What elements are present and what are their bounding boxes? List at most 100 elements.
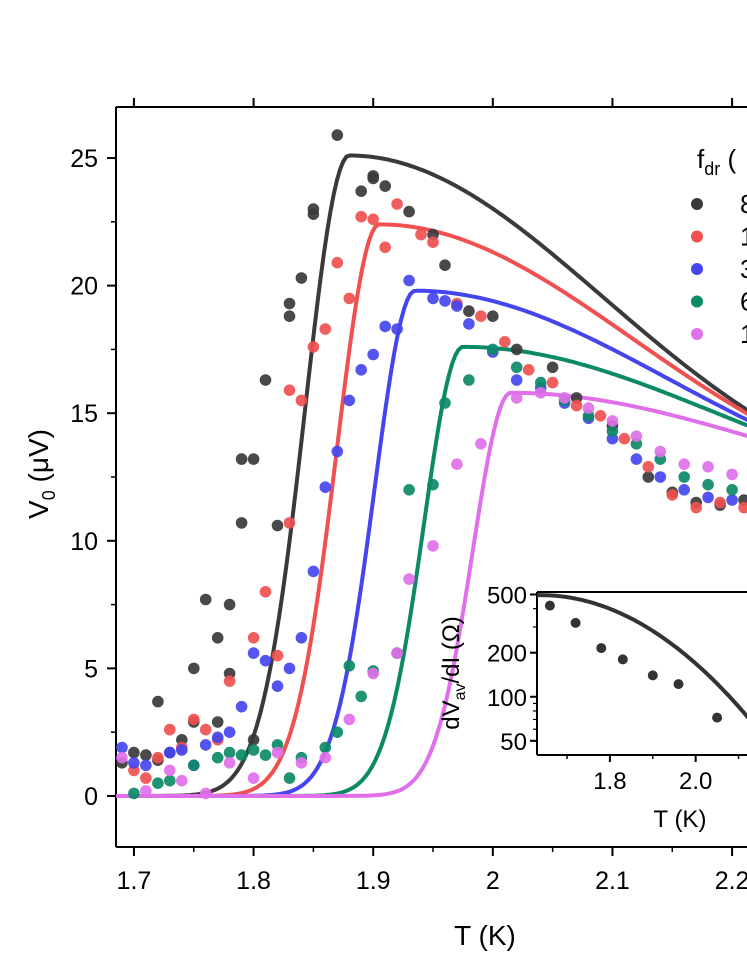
inset-data-point bbox=[647, 670, 658, 681]
legend-label-series-4: 6 bbox=[740, 287, 747, 317]
inset-background bbox=[537, 592, 747, 755]
data-point-series-5 bbox=[606, 415, 619, 427]
data-point-series-3 bbox=[451, 300, 463, 312]
data-point-series-4 bbox=[678, 471, 690, 483]
data-point-series-1 bbox=[283, 297, 296, 310]
data-point-series-2 bbox=[379, 241, 392, 254]
data-point-series-2 bbox=[738, 501, 747, 514]
data-point-series-3 bbox=[295, 632, 308, 644]
data-point-series-3 bbox=[367, 348, 380, 361]
data-point-series-2 bbox=[594, 410, 607, 422]
data-point-series-2 bbox=[415, 228, 427, 241]
data-point-series-2 bbox=[355, 210, 368, 223]
data-point-series-4 bbox=[331, 726, 344, 738]
data-point-series-2 bbox=[188, 713, 200, 726]
data-point-series-2 bbox=[343, 292, 356, 305]
data-point-series-1 bbox=[247, 453, 260, 465]
data-point-series-4 bbox=[355, 690, 368, 703]
data-point-series-2 bbox=[642, 461, 655, 473]
data-point-series-2 bbox=[283, 517, 296, 529]
data-point-series-1 bbox=[379, 180, 392, 192]
main-y-axis-label: V0 (μV) bbox=[23, 429, 59, 519]
data-point-series-5 bbox=[510, 392, 523, 404]
data-point-series-3 bbox=[379, 320, 392, 333]
data-point-series-5 bbox=[630, 430, 643, 443]
data-point-series-3 bbox=[654, 471, 667, 483]
data-point-series-4 bbox=[319, 741, 332, 754]
data-point-series-5 bbox=[295, 757, 308, 769]
data-point-series-5 bbox=[116, 751, 128, 764]
main-y-tick-label: 0 bbox=[84, 783, 98, 811]
data-point-series-2 bbox=[666, 489, 679, 501]
data-point-series-3 bbox=[343, 394, 356, 407]
data-point-series-3 bbox=[128, 757, 140, 769]
legend-title: fdr ( bbox=[697, 144, 736, 179]
fit-curve-series-5 bbox=[116, 390, 747, 798]
data-point-series-1 bbox=[188, 662, 200, 675]
legend-items: 81361 bbox=[691, 189, 747, 349]
inset-y-tick-label: 200 bbox=[487, 641, 527, 668]
data-point-series-3 bbox=[116, 741, 128, 754]
data-point-series-3 bbox=[355, 364, 368, 376]
data-point-series-3 bbox=[235, 700, 248, 713]
data-point-series-2 bbox=[391, 198, 403, 210]
data-point-series-5 bbox=[271, 746, 284, 759]
inset-chart: 1.8 2.0 50 100 200 500 T (K) dVav/dI (Ω) bbox=[438, 582, 747, 833]
inset-data-point bbox=[617, 654, 628, 665]
data-point-series-2 bbox=[140, 772, 152, 784]
main-x-axis-label: T (K) bbox=[454, 920, 516, 951]
data-point-series-1 bbox=[355, 185, 368, 197]
data-point-series-1 bbox=[403, 205, 415, 218]
main-y-tick-label: 10 bbox=[70, 528, 98, 556]
fit-curve-series-1 bbox=[116, 153, 747, 798]
data-point-series-5 bbox=[223, 757, 236, 769]
main-ticks: 1.7 1.8 1.9 2 2.1 2.2 0 5 10 15 20 25 bbox=[70, 98, 747, 895]
data-point-series-1 bbox=[439, 259, 451, 272]
data-point-series-3 bbox=[391, 323, 403, 335]
data-point-series-1 bbox=[271, 519, 284, 532]
data-point-series-3 bbox=[427, 292, 439, 305]
data-point-series-3 bbox=[439, 295, 451, 307]
legend-label-series-2: 1 bbox=[740, 222, 747, 252]
main-x-tick-label: 2.2 bbox=[715, 867, 747, 895]
data-point-series-3 bbox=[271, 680, 284, 692]
data-point-series-2 bbox=[259, 586, 272, 598]
data-point-series-5 bbox=[451, 458, 463, 471]
legend-marker-series-1 bbox=[691, 198, 703, 210]
data-point-series-5 bbox=[343, 713, 356, 726]
inset-x-tick-label: 1.8 bbox=[593, 768, 626, 795]
legend-label-series-5: 1 bbox=[740, 319, 747, 349]
data-point-series-5 bbox=[558, 392, 571, 404]
data-point-series-5 bbox=[391, 647, 403, 659]
inset-data-point bbox=[570, 617, 581, 628]
data-point-series-1 bbox=[211, 716, 224, 728]
inset-x-axis-label: T (K) bbox=[654, 806, 707, 833]
data-point-series-2 bbox=[164, 723, 176, 736]
data-point-series-1 bbox=[235, 453, 248, 465]
data-point-series-5 bbox=[726, 468, 738, 481]
data-point-series-5 bbox=[367, 667, 380, 680]
data-point-series-4 bbox=[534, 376, 547, 389]
data-point-series-1 bbox=[128, 746, 140, 759]
data-point-series-1 bbox=[487, 310, 499, 323]
data-point-series-5 bbox=[140, 785, 152, 797]
data-point-series-2 bbox=[223, 675, 236, 687]
data-point-series-1 bbox=[295, 272, 308, 284]
main-y-tick-label: 20 bbox=[70, 273, 98, 301]
inset-ticks: 1.8 2.0 50 100 200 500 bbox=[487, 582, 740, 795]
main-x-tick-label: 1.9 bbox=[356, 867, 391, 895]
data-point-series-4 bbox=[128, 787, 140, 800]
main-x-tick-label: 2.1 bbox=[595, 867, 630, 895]
data-point-series-1 bbox=[140, 749, 152, 761]
data-point-series-1 bbox=[247, 734, 260, 746]
legend-marker-series-4 bbox=[691, 295, 703, 308]
data-point-series-4 bbox=[259, 749, 272, 761]
data-point-series-2 bbox=[152, 751, 164, 764]
data-point-series-4 bbox=[283, 772, 296, 784]
data-point-series-1 bbox=[259, 374, 272, 386]
data-point-series-4 bbox=[487, 343, 499, 356]
data-point-series-2 bbox=[522, 364, 535, 376]
main-y-tick-label: 25 bbox=[70, 145, 98, 173]
legend-label-series-1: 8 bbox=[740, 189, 747, 219]
